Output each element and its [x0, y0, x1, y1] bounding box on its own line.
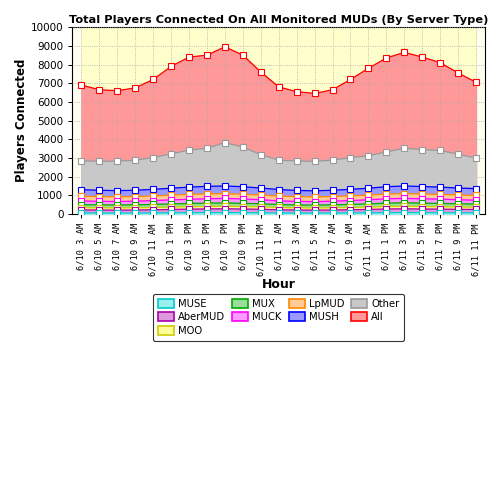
- Title: Total Players Connected On All Monitored MUDs (By Server Type): Total Players Connected On All Monitored…: [69, 15, 488, 25]
- X-axis label: Hour: Hour: [262, 278, 296, 291]
- Legend: MUSE, AberMUD, MOO, MUX, MUCK, LpMUD, MUSH, Other, All: MUSE, AberMUD, MOO, MUX, MUCK, LpMUD, MU…: [153, 294, 405, 341]
- Y-axis label: Players Connected: Players Connected: [15, 59, 28, 182]
